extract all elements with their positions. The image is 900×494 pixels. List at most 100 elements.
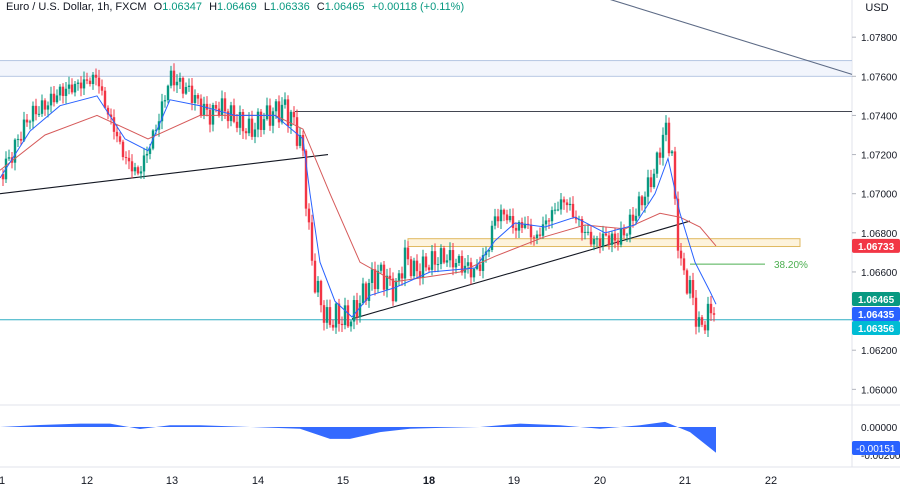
candle-body — [604, 233, 608, 236]
y-tick-label: 1.07400 — [861, 111, 898, 122]
candle-body — [634, 215, 638, 221]
candle-body — [169, 70, 173, 86]
osc-cut-label: -0.00200 — [861, 451, 900, 462]
candle-body — [478, 264, 482, 271]
candle-body — [115, 131, 119, 137]
symbol-legend: Euro / U.S. Dollar, 1h, FXCM O1.06347 H1… — [6, 1, 464, 13]
candle-body — [163, 100, 167, 102]
price-badge — [852, 321, 900, 335]
candle-body — [28, 121, 32, 123]
candle-body — [277, 101, 281, 123]
candle-body — [130, 161, 134, 172]
candle-body — [520, 221, 524, 228]
candle-body — [424, 256, 428, 268]
candle-body — [466, 262, 470, 266]
candle-body — [490, 225, 494, 250]
candle-body — [73, 83, 77, 93]
candle-body — [109, 114, 113, 118]
candle-body — [49, 93, 53, 106]
candle-body — [118, 136, 122, 142]
candle-body — [139, 171, 143, 174]
candle-body — [265, 105, 269, 120]
candle-body — [280, 104, 284, 123]
candle-body — [271, 111, 275, 126]
candle-body — [544, 220, 548, 225]
candle-body — [82, 79, 86, 89]
candle-body — [19, 138, 23, 141]
candle-body — [388, 275, 392, 279]
resistance-band — [0, 60, 852, 77]
price-badge-label: 1.06465 — [858, 295, 895, 306]
candle-body — [334, 303, 338, 328]
candle-body — [415, 260, 419, 272]
price-badge-label: 1.06733 — [858, 242, 895, 253]
candle-body — [556, 209, 560, 211]
candle-body — [499, 209, 503, 222]
candle-body — [361, 283, 365, 304]
candle-body — [658, 152, 662, 158]
candle-body — [154, 129, 158, 131]
candle-body — [205, 103, 209, 110]
change-value: +0.00118 (+0.11%) — [371, 1, 465, 13]
candle-body — [403, 247, 407, 279]
candle-body — [427, 267, 431, 270]
candle-body — [34, 105, 38, 115]
y-tick-label: 1.06600 — [861, 268, 898, 279]
candle-body — [172, 70, 176, 86]
candle-body — [367, 282, 371, 301]
candle-body — [52, 93, 56, 103]
currency-label[interactable]: USD — [865, 2, 889, 14]
candle-body — [535, 234, 539, 239]
x-tick-label: 19 — [508, 475, 520, 487]
candle-body — [253, 129, 257, 137]
candle-body — [304, 150, 308, 209]
x-tick-label: 18 — [423, 475, 435, 487]
candle-body — [184, 86, 188, 94]
candle-body — [259, 111, 263, 130]
candle-body — [712, 313, 716, 315]
candle-body — [391, 278, 395, 302]
low-value: 1.06336 — [269, 1, 310, 13]
candle-body — [22, 119, 26, 141]
candle-body — [340, 323, 344, 326]
price-badge-label: 1.06435 — [858, 310, 895, 321]
candle-body — [553, 209, 557, 211]
candle-body — [100, 86, 104, 91]
candle-body — [187, 85, 191, 87]
price-badge — [852, 307, 900, 321]
candle-body — [64, 88, 68, 96]
candle-body — [475, 264, 479, 269]
candle-body — [193, 95, 197, 103]
candle-body — [631, 214, 635, 221]
candle-body — [25, 119, 29, 123]
candle-body — [322, 305, 326, 323]
candle-body — [709, 303, 713, 314]
x-tick-label: 14 — [252, 475, 264, 487]
candle-body — [145, 153, 149, 156]
candle-body — [160, 101, 164, 122]
trendline-2 — [351, 220, 691, 320]
candle-body — [232, 105, 236, 122]
candle-body — [622, 228, 626, 236]
candle-body — [325, 307, 329, 323]
candle-body — [550, 210, 554, 222]
candle-body — [121, 141, 125, 158]
candle-body — [511, 216, 515, 228]
candle-body — [652, 173, 656, 188]
candle-body — [61, 86, 65, 96]
candle-body — [274, 101, 278, 112]
fib-level-label: 38.20% — [774, 260, 808, 271]
candle-body — [211, 104, 215, 125]
candle-body — [541, 224, 545, 236]
candle-body — [178, 77, 182, 82]
candle-body — [223, 98, 227, 112]
candle-body — [106, 107, 110, 115]
candle-body — [565, 202, 569, 206]
candle-body — [235, 121, 239, 128]
candle-body — [148, 148, 152, 154]
candle-body — [661, 134, 665, 158]
open-label: O — [153, 1, 163, 13]
candle-body — [595, 238, 599, 240]
